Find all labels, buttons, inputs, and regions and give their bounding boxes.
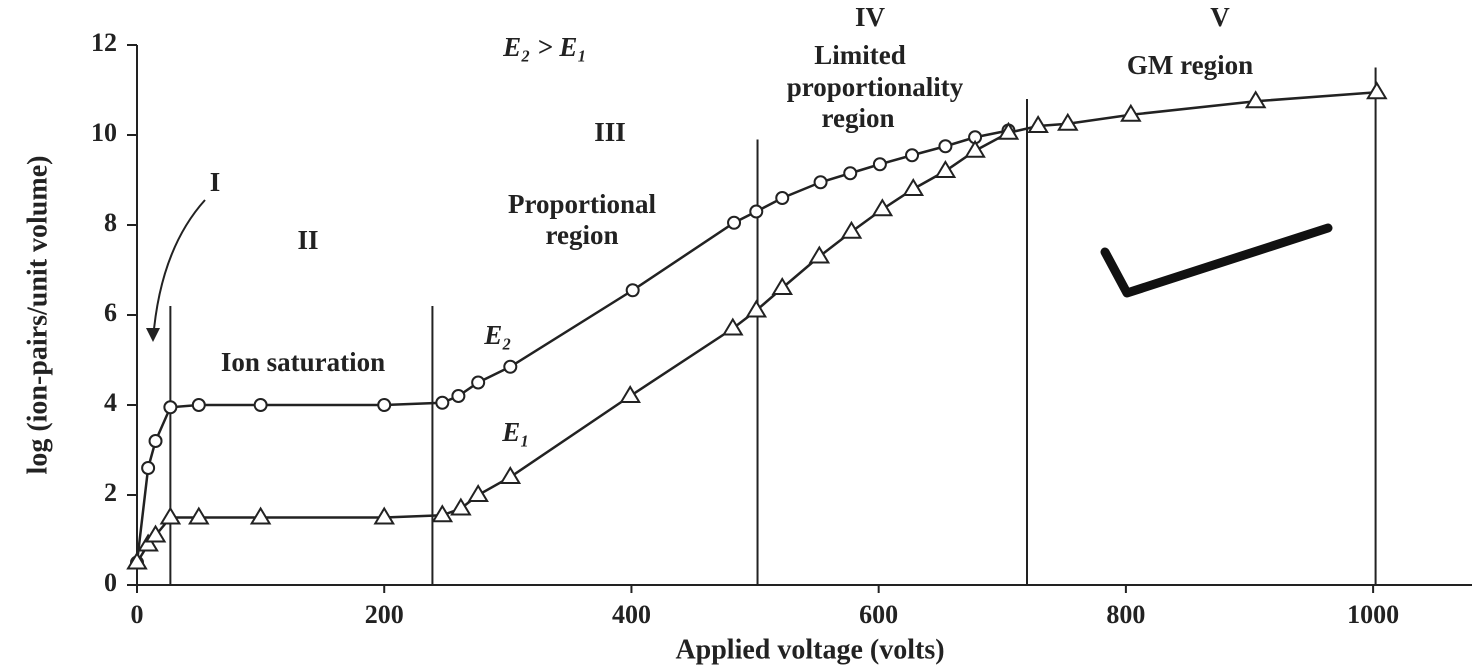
data-point [871,198,894,217]
y-tick-label: 2 [104,478,117,507]
arrow-head [146,328,160,342]
x-axis-title: Applied voltage (volts) [675,634,944,665]
data-point [905,148,920,163]
data-point [249,506,272,525]
data-point [938,139,953,154]
data-point [373,506,395,525]
annotation: E₂ > E₁ [502,32,587,62]
data-point [188,506,210,525]
x-tick-label: 200 [365,600,404,629]
check-mark [1100,223,1333,298]
annotation: Limited [814,40,906,70]
data-point [126,551,148,570]
data-point [1244,90,1267,109]
data-point [471,375,486,390]
annotation: region [546,220,619,250]
x-tick-label: 0 [131,600,144,629]
data-point [144,524,167,543]
data-point [625,283,640,298]
annotation: proportionality [787,72,964,102]
data-point [1366,81,1388,100]
data-point [253,398,268,412]
data-point [1057,112,1079,131]
data-point [843,166,858,181]
data-point [934,160,957,178]
data-point [808,245,831,264]
y-tick-label: 8 [104,208,117,237]
data-point [191,398,206,412]
arrow [152,199,206,341]
data-point [163,400,178,415]
data-point [771,277,794,295]
annotation: GM region [1127,50,1253,80]
data-point [467,484,489,502]
data-point [141,461,156,475]
data-point [813,175,828,190]
data-point [499,466,522,484]
data-point [727,215,742,230]
y-tick-label: 4 [104,388,117,417]
data-point [1027,115,1049,133]
annotation: V [1210,2,1230,32]
y-tick-label: 12 [91,28,117,57]
annotation: Ion saturation [221,347,385,377]
data-point [902,178,925,196]
x-tick-label: 600 [859,600,898,629]
annotation: Proportional [508,189,656,219]
data-point [749,204,764,219]
data-point [722,317,744,336]
x-tick-label: 800 [1106,600,1145,629]
data-point [840,220,863,239]
y-axis-title: log (ion-pairs/unit volume) [22,156,53,475]
data-point [997,121,1020,140]
data-point [377,398,392,412]
annotation: region [822,103,895,133]
data-point [775,191,790,205]
annotation: I [210,167,221,197]
series-line [135,129,1009,563]
y-tick-label: 0 [104,568,117,597]
y-tick-label: 6 [104,298,117,327]
data-point [745,299,768,318]
annotation: II [297,225,318,255]
series-label: E₂ [483,320,511,350]
data-point [1120,103,1142,122]
x-tick-label: 1000 [1347,600,1399,629]
data-point [451,389,466,403]
annotation: IV [855,2,886,32]
data-point [503,359,518,374]
y-tick-label: 10 [91,118,117,147]
data-point [872,157,887,172]
data-point [159,506,182,525]
data-point [148,434,163,448]
annotation: III [594,117,626,147]
data-point [619,385,641,403]
data-point [431,504,454,523]
data-point [450,497,472,516]
data-point [137,533,159,552]
data-point [964,139,986,158]
x-tick-label: 400 [612,600,651,629]
data-point [435,395,450,410]
series-label: E₁ [501,417,529,447]
